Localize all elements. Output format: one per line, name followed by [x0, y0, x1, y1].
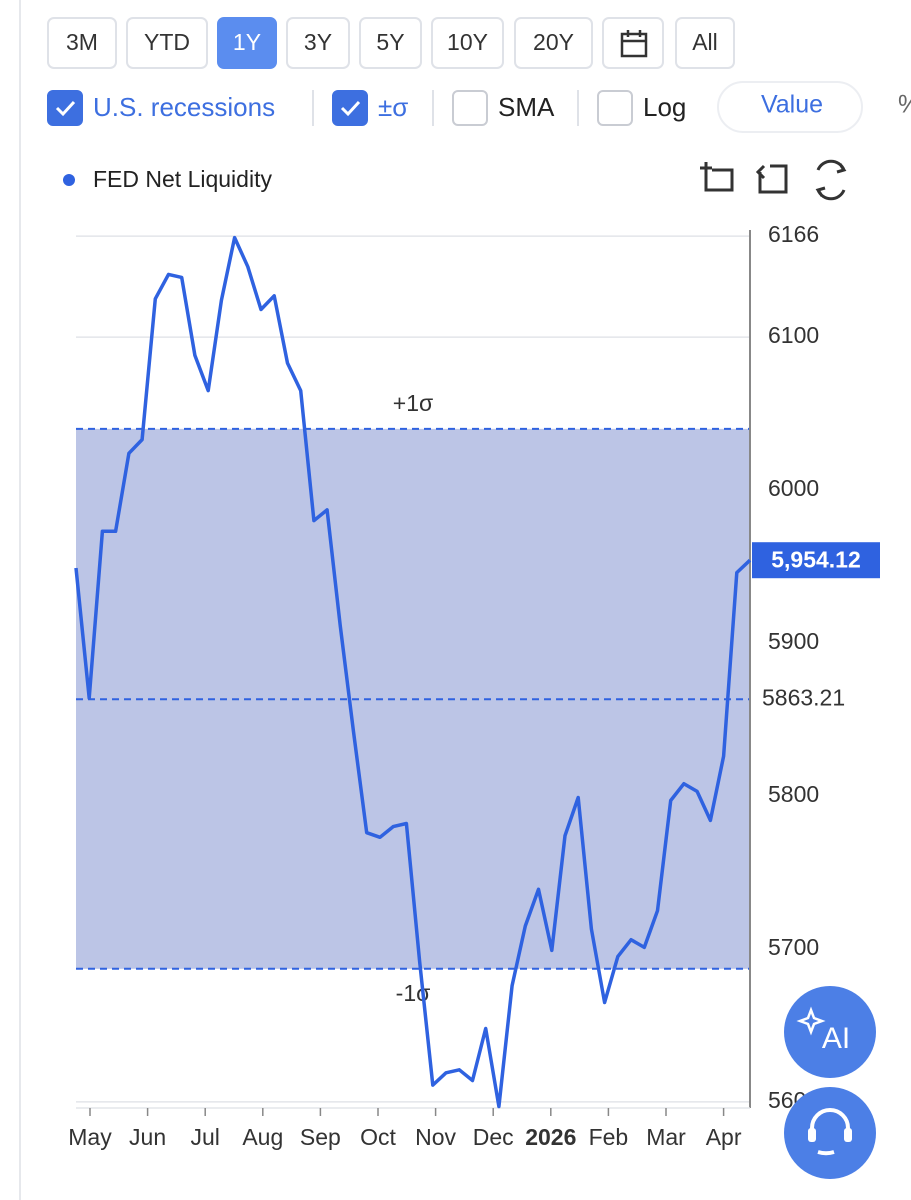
range-button[interactable] — [286, 17, 350, 69]
x-tick-label: 2026 — [525, 1124, 576, 1150]
calendar-icon — [620, 30, 648, 58]
checkbox[interactable] — [452, 90, 488, 126]
mean-label: 5863.21 — [762, 684, 845, 710]
range-button[interactable] — [217, 17, 277, 69]
range-button[interactable] — [514, 17, 593, 69]
range-label[interactable]: 20Y — [533, 29, 574, 55]
range-label[interactable]: 10Y — [447, 29, 488, 55]
checkbox[interactable] — [47, 90, 83, 126]
reset-icon[interactable] — [815, 159, 847, 201]
ai-circle[interactable] — [784, 986, 876, 1078]
range-label[interactable]: 3Y — [304, 29, 332, 55]
option-label[interactable]: ±σ — [378, 92, 408, 122]
plot: 5600570058005900600061006166+1σ-1σ5863.2… — [68, 221, 880, 1150]
legend-label: FED Net Liquidity — [93, 166, 272, 192]
toolbar: 3M YTD 1Y 3Y 5Y 10Y 20Y All — [47, 17, 735, 69]
y-tick-label: 6166 — [768, 221, 819, 247]
range-label[interactable]: 5Y — [376, 29, 404, 55]
x-tick-label: May — [68, 1124, 112, 1150]
tab-label[interactable]: % — [898, 91, 911, 119]
x-tick-label: Oct — [360, 1124, 396, 1150]
range-label[interactable]: 1Y — [233, 29, 261, 55]
range-button[interactable] — [126, 17, 208, 69]
x-tick-label: Jul — [190, 1124, 219, 1150]
undo-icon[interactable] — [755, 164, 788, 194]
range-button[interactable] — [675, 17, 735, 69]
headset-ear — [844, 1128, 852, 1142]
range-label[interactable]: YTD — [144, 29, 190, 55]
y-tick-label: 6100 — [768, 322, 819, 348]
x-tick-label: Mar — [646, 1124, 686, 1150]
range-label[interactable]: 3M — [66, 29, 98, 55]
checkmark — [55, 100, 76, 117]
chart-tools[interactable] — [700, 159, 847, 201]
range-button[interactable] — [359, 17, 422, 69]
series-line — [74, 235, 752, 1109]
y-tick-label: 5800 — [768, 781, 819, 807]
ai-button[interactable]: AI — [784, 986, 876, 1078]
range-button[interactable] — [431, 17, 504, 69]
support-button[interactable] — [784, 1087, 876, 1179]
x-tick-label: Apr — [706, 1124, 742, 1150]
x-tick-label: Feb — [589, 1124, 629, 1150]
checkmark — [340, 100, 361, 117]
support-circle[interactable] — [784, 1087, 876, 1179]
range-button[interactable] — [47, 17, 117, 69]
checkbox[interactable] — [332, 90, 368, 126]
y-tick-label: 5900 — [768, 628, 819, 654]
sigma-upper-label: +1σ — [393, 390, 433, 416]
option-label[interactable]: U.S. recessions — [93, 92, 275, 122]
headset-icon — [810, 1108, 850, 1156]
x-tick-label: Jun — [129, 1124, 166, 1150]
options-row: U.S. recessions ±σ SMA Log Value% — [47, 81, 911, 133]
calendar-button[interactable] — [602, 17, 664, 69]
option-label[interactable]: SMA — [498, 92, 555, 122]
checkbox[interactable] — [597, 90, 633, 126]
option-label[interactable]: Log — [643, 92, 686, 122]
tab-active[interactable] — [717, 81, 863, 133]
y-tick-label: 6000 — [768, 475, 819, 501]
tab-label[interactable]: Value — [761, 91, 823, 119]
x-tick-label: Nov — [415, 1124, 456, 1150]
x-tick-label: Aug — [242, 1124, 283, 1150]
x-tick-label: Sep — [300, 1124, 341, 1150]
last-value-tag — [752, 542, 880, 579]
range-label[interactable]: All — [692, 29, 718, 55]
last-value-label: 5,954.12 — [771, 546, 861, 572]
ai-sparkle — [796, 1006, 826, 1036]
zoom-icon[interactable] — [700, 162, 734, 192]
headset-ear — [808, 1128, 816, 1142]
ai-label[interactable]: AI — [822, 1022, 850, 1055]
legend-dot — [63, 174, 75, 186]
x-tick-label: Dec — [473, 1124, 514, 1150]
y-tick-label: 5700 — [768, 934, 819, 960]
